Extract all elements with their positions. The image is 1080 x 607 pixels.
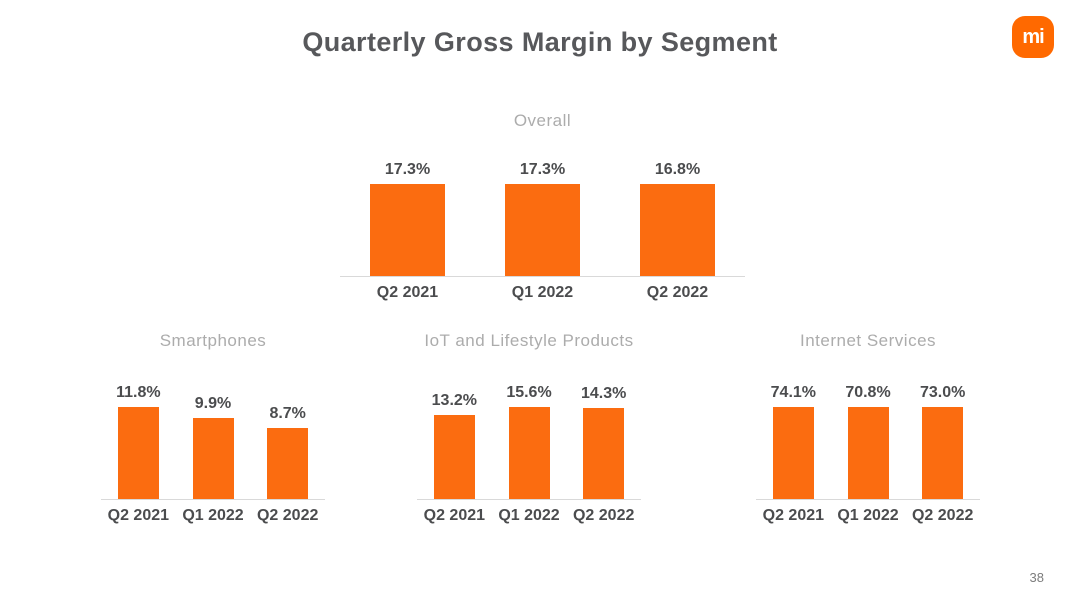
x-axis-label: Q2 2021 [423,507,486,524]
bar [433,415,475,499]
bar-slot: 17.3% [475,161,610,276]
x-axis-label: Q2 2022 [646,284,709,301]
bar [267,428,309,499]
bar-slot: 11.8% [101,384,176,499]
chart-title-internet-services: Internet Services [799,331,937,350]
bar-slot: 9.9% [176,384,251,499]
x-axis-label: Q2 2021 [107,507,170,524]
page-number: 38 [1029,570,1044,585]
bar-slot: 73.0% [905,384,980,499]
bar-slot: 13.2% [417,384,492,499]
x-axis-label: Q2 2022 [911,507,974,524]
bar [922,407,964,499]
bar-value-label: 9.9% [194,395,232,412]
bar-value-label: 16.8% [654,161,701,178]
chart-title-smartphones: Smartphones [159,331,267,350]
bar-value-label: 17.3% [384,161,431,178]
x-axis-label: Q1 2022 [837,507,899,524]
chart-iot-lifestyle: IoT and Lifestyle Products 13.2% 15.6% 14.… [417,330,641,525]
bar [640,184,715,276]
x-axis-label: Q2 2021 [762,507,825,524]
x-axis-labels-overall: Q2 2021 Q1 2022 Q2 2022 [340,284,745,302]
bar-value-label: 14.3% [580,385,627,402]
plot-area-overall: 17.3% 17.3% 16.8% [340,161,745,277]
chart-title-overall: Overall [513,111,572,130]
x-axis-labels-smartphones: Q2 2021 Q1 2022 Q2 2022 [101,507,325,525]
slide-title: Quarterly Gross Margin by Segment [302,27,778,57]
bar [583,408,625,499]
x-axis-label: Q2 2021 [376,284,439,301]
bar [508,407,550,499]
bar [505,184,580,276]
x-axis-labels-iot-lifestyle: Q2 2021 Q1 2022 Q2 2022 [417,507,641,525]
bar [192,418,234,499]
bar-value-label: 17.3% [519,161,566,178]
bar-slot: 16.8% [610,161,745,276]
bar-value-label: 8.7% [269,405,306,422]
chart-overall: Overall 17.3% 17.3% 16.8% Q2 2021 Q1 2022 Q2… [340,110,745,302]
chart-title-iot-lifestyle: IoT and Lifestyle Products [424,331,634,350]
bar-value-label: 73.0% [919,384,966,401]
bar-slot: 70.8% [831,384,906,499]
bar-value-label: 13.2% [431,392,478,409]
bar [847,407,889,499]
xiaomi-logo-icon: mi [1012,16,1054,58]
chart-internet-services: Internet Services 74.1% 70.8% 73.0% Q2 202… [756,330,980,525]
bar-slot: 74.1% [756,384,831,499]
x-axis-label: Q1 2022 [182,507,244,524]
x-axis-label: Q2 2022 [572,507,635,524]
bar-value-label: 70.8% [845,384,891,401]
plot-area-smartphones: 11.8% 9.9% 8.7% [101,384,325,500]
bar [117,407,159,499]
plot-area-iot-lifestyle: 13.2% 15.6% 14.3% [417,384,641,500]
bar-slot: 15.6% [492,384,567,499]
bar-slot: 8.7% [250,384,325,499]
bar-value-label: 74.1% [770,384,817,401]
bar-value-label: 15.6% [506,384,552,401]
x-axis-label: Q2 2022 [256,507,319,524]
bar-slot: 14.3% [566,384,641,499]
chart-smartphones: Smartphones 11.8% 9.9% 8.7% Q2 2021 Q1 2022… [101,330,325,525]
x-axis-labels-internet-services: Q2 2021 Q1 2022 Q2 2022 [756,507,980,525]
bar-slot: 17.3% [340,161,475,276]
plot-area-internet-services: 74.1% 70.8% 73.0% [756,384,980,500]
bar-value-label: 11.8% [116,384,161,401]
x-axis-label: Q1 2022 [511,284,574,301]
bar [370,184,445,276]
bar [772,407,814,499]
xiaomi-logo-text: mi [1022,26,1044,48]
x-axis-label: Q1 2022 [498,507,560,524]
